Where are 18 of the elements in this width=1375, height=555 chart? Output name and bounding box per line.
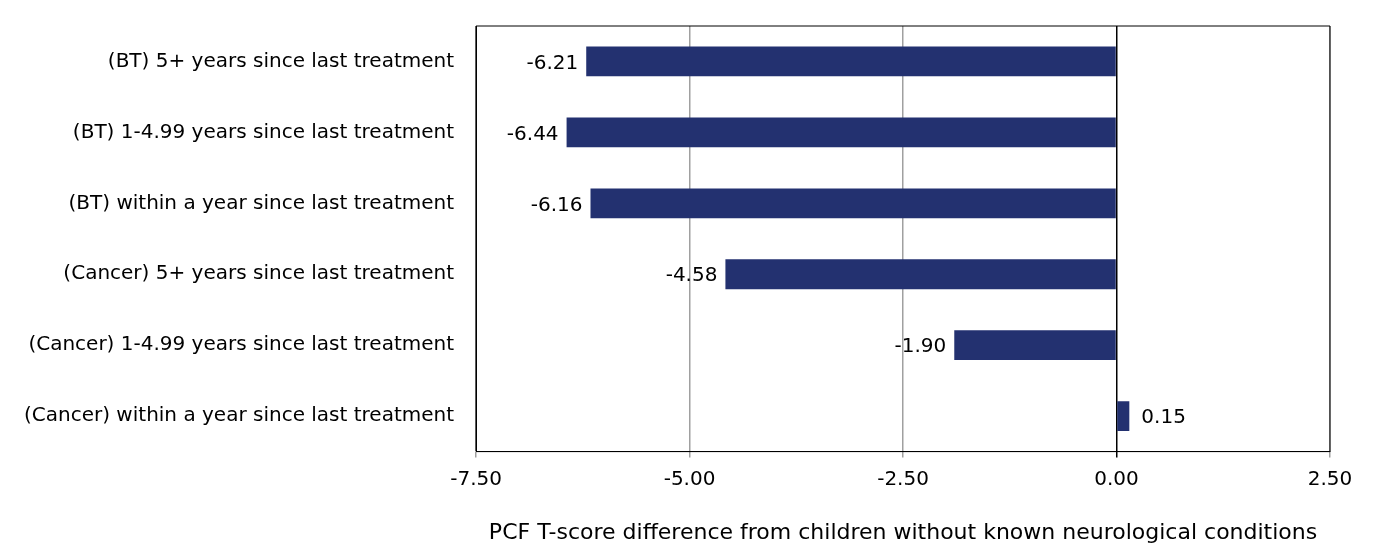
x-tick-label: -2.50 <box>877 465 929 490</box>
y-tick-label: (BT) within a year since last treatment <box>68 189 455 214</box>
data-label: 0.15 <box>1141 404 1186 429</box>
y-tick-label: (Cancer) 5+ years since last treatment <box>63 260 455 285</box>
x-tick-label: -5.00 <box>663 465 716 490</box>
x-tick-label: -7.50 <box>450 465 502 490</box>
data-label: -6.44 <box>506 120 559 145</box>
x-tick-label: 0.00 <box>1094 465 1139 490</box>
y-tick-label: (BT) 5+ years since last treatment <box>107 47 455 72</box>
data-label: -4.58 <box>665 262 718 287</box>
x-tick-label: 2.50 <box>1307 465 1353 490</box>
data-label: -1.90 <box>894 333 947 358</box>
data-label: -6.16 <box>530 191 583 216</box>
data-label: -6.21 <box>526 49 579 74</box>
y-tick-label: (Cancer) within a year since last treatment <box>23 402 455 427</box>
x-axis-title: PCF T-score difference from children without known neurological conditions <box>488 518 1318 544</box>
y-tick-label: (Cancer) 1-4.99 years since last treatment <box>28 331 455 356</box>
y-tick-label: (BT) 1-4.99 years since last treatment <box>72 118 455 143</box>
